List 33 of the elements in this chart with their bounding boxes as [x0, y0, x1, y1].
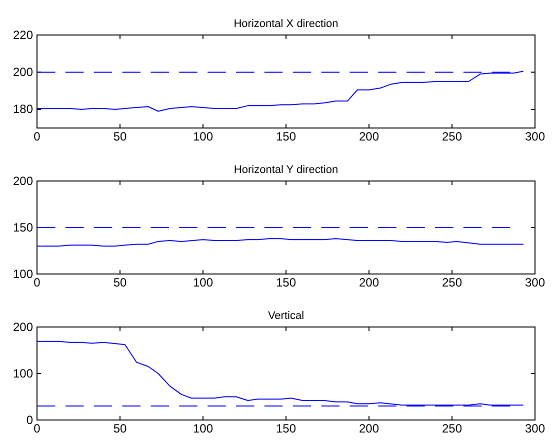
- x-tick-label: 100: [192, 130, 214, 144]
- x-tick-label: 100: [192, 422, 214, 436]
- line-series: [36, 70, 524, 112]
- y-tick-label: 200: [12, 320, 34, 334]
- x-tick-label: 150: [276, 130, 296, 144]
- y-tick-label: 100: [12, 366, 34, 380]
- y-tick-label: 100: [12, 266, 34, 281]
- chart-title: Horizontal Y direction: [234, 164, 338, 176]
- x-tick-label: 250: [442, 422, 462, 436]
- x-tick-label: 50: [113, 422, 127, 436]
- x-tick-label: 50: [113, 130, 127, 144]
- x-tick-label: 100: [192, 276, 214, 290]
- y-tick-label: 220: [12, 28, 34, 42]
- chart-title: Vertical: [268, 310, 304, 322]
- line-series: [36, 238, 524, 247]
- x-tick-label: 200: [358, 130, 380, 144]
- y-tick-label: 200: [12, 174, 34, 188]
- y-tick-label: 150: [12, 220, 34, 234]
- y-tick-label: 180: [12, 102, 34, 116]
- y-tick-label: 0: [26, 412, 34, 427]
- x-tick-label: 300: [524, 130, 546, 144]
- y-tick-label: 200: [12, 65, 34, 80]
- x-tick-label: 150: [276, 422, 296, 436]
- x-tick-label: 200: [358, 422, 380, 436]
- x-tick-label: 200: [358, 276, 380, 290]
- x-tick-label: 300: [524, 422, 546, 436]
- x-tick-label: 50: [113, 276, 127, 290]
- line-series: [36, 340, 524, 406]
- x-tick-label: 250: [442, 130, 462, 144]
- x-tick-label: 150: [276, 276, 296, 290]
- x-tick-label: 300: [524, 276, 546, 290]
- x-tick-label: 250: [442, 276, 462, 290]
- chart-title: Horizontal X direction: [234, 18, 338, 30]
